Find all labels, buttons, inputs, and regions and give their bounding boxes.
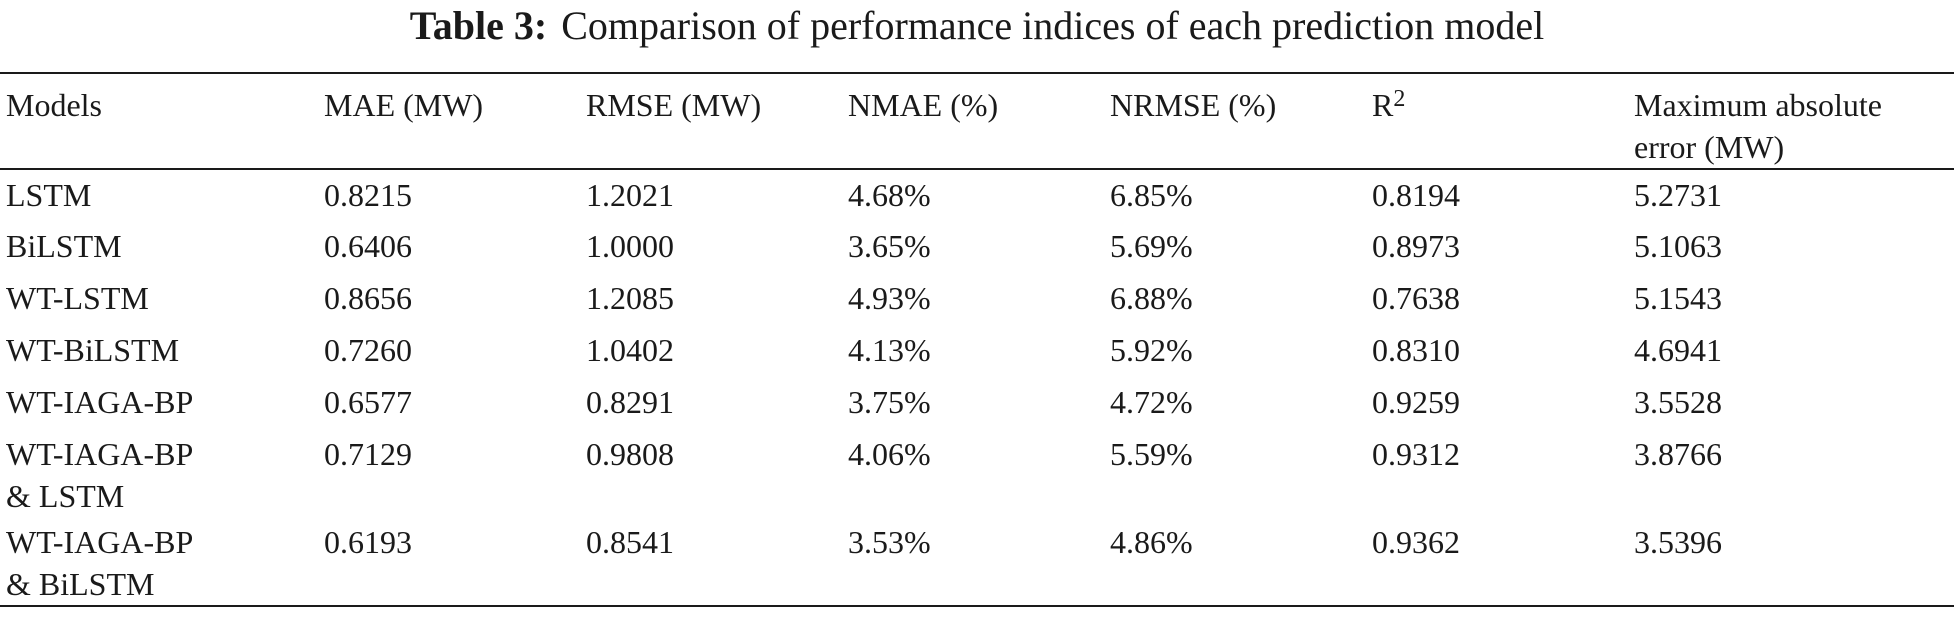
cell-nrmse: 6.88% <box>1110 280 1193 316</box>
header-mae: MAE (MW) <box>324 87 484 123</box>
cell-mae: 0.7129 <box>324 436 412 472</box>
cell-nmae: 3.75% <box>848 384 931 420</box>
header-row: Models MAE (MW) RMSE (MW) NMAE (%) NRMSE… <box>0 73 1954 169</box>
cell-nrmse: 5.92% <box>1110 332 1193 368</box>
header-nrmse: NRMSE (%) <box>1110 87 1277 123</box>
model-name-line1: LSTM <box>6 177 92 213</box>
cell-rmse: 1.0402 <box>586 332 674 368</box>
cell-model: WT-IAGA-BP & LSTM <box>0 429 318 517</box>
header-r-squared-base: R <box>1372 87 1394 123</box>
cell-rmse: 0.8291 <box>586 384 674 420</box>
model-name-line1: WT-BiLSTM <box>6 332 180 368</box>
model-name-line1: WT-IAGA-BP <box>6 384 194 420</box>
cell-nmae: 4.68% <box>848 177 931 213</box>
table-row: WT-IAGA-BP & LSTM 0.7129 0.9808 4.06% 5.5… <box>0 429 1954 517</box>
header-max-abs-error-line1: Maximum absolute <box>1634 87 1882 123</box>
header-nmae: NMAE (%) <box>848 87 999 123</box>
table-caption-text: Comparison of performance indices of eac… <box>561 3 1545 48</box>
cell-max-abs-error: 5.1063 <box>1634 228 1722 264</box>
cell-rmse: 0.9808 <box>586 436 674 472</box>
cell-model: WT-BiLSTM <box>0 325 318 377</box>
cell-r-squared: 0.8310 <box>1372 332 1460 368</box>
cell-max-abs-error: 3.5528 <box>1634 384 1722 420</box>
performance-table: Models MAE (MW) RMSE (MW) NMAE (%) NRMSE… <box>0 72 1954 607</box>
cell-model: WT-IAGA-BP & BiLSTM <box>0 517 318 606</box>
cell-max-abs-error: 3.8766 <box>1634 436 1722 472</box>
cell-rmse: 0.8541 <box>586 524 674 560</box>
table-row: WT-LSTM 0.8656 1.2085 4.93% 6.88% 0.7638… <box>0 273 1954 325</box>
model-name-line2: & BiLSTM <box>6 566 155 602</box>
cell-r-squared: 0.8194 <box>1372 177 1460 213</box>
table-header: Models MAE (MW) RMSE (MW) NMAE (%) NRMSE… <box>0 73 1954 169</box>
cell-mae: 0.6577 <box>324 384 412 420</box>
cell-r-squared: 0.9312 <box>1372 436 1460 472</box>
header-max-abs-error: Maximum absolute error (MW) <box>1628 73 1954 169</box>
cell-mae: 0.8215 <box>324 177 412 213</box>
header-models: Models <box>6 87 102 123</box>
cell-nrmse: 6.85% <box>1110 177 1193 213</box>
cell-mae: 0.7260 <box>324 332 412 368</box>
header-r-squared: R2 <box>1366 73 1628 169</box>
cell-mae: 0.8656 <box>324 280 412 316</box>
model-name-line1: BiLSTM <box>6 228 122 264</box>
cell-max-abs-error: 5.1543 <box>1634 280 1722 316</box>
cell-nrmse: 5.69% <box>1110 228 1193 264</box>
cell-model: WT-IAGA-BP <box>0 377 318 429</box>
cell-r-squared: 0.9259 <box>1372 384 1460 420</box>
cell-rmse: 1.0000 <box>586 228 674 264</box>
cell-mae: 0.6406 <box>324 228 412 264</box>
cell-model: LSTM <box>0 169 318 221</box>
cell-nrmse: 4.86% <box>1110 524 1193 560</box>
header-rmse: RMSE (MW) <box>586 87 762 123</box>
cell-r-squared: 0.8973 <box>1372 228 1460 264</box>
cell-max-abs-error: 5.2731 <box>1634 177 1722 213</box>
table-row: WT-BiLSTM 0.7260 1.0402 4.13% 5.92% 0.83… <box>0 325 1954 377</box>
header-r-squared-superscript: 2 <box>1393 86 1406 112</box>
cell-r-squared: 0.7638 <box>1372 280 1460 316</box>
header-max-abs-error-line2: error (MW) <box>1634 129 1785 165</box>
cell-model: BiLSTM <box>0 221 318 273</box>
cell-nmae: 3.53% <box>848 524 931 560</box>
cell-nmae: 4.06% <box>848 436 931 472</box>
cell-nmae: 4.93% <box>848 280 931 316</box>
table-row: WT-IAGA-BP 0.6577 0.8291 3.75% 4.72% 0.9… <box>0 377 1954 429</box>
table-caption-label: Table 3: <box>409 3 548 48</box>
model-name-line2: & LSTM <box>6 478 125 514</box>
cell-nmae: 3.65% <box>848 228 931 264</box>
table-caption: Table 3: Comparison of performance indice… <box>0 0 1954 56</box>
table-row: BiLSTM 0.6406 1.0000 3.65% 5.69% 0.8973 … <box>0 221 1954 273</box>
table-row: LSTM 0.8215 1.2021 4.68% 6.85% 0.8194 5.… <box>0 169 1954 221</box>
cell-max-abs-error: 4.6941 <box>1634 332 1722 368</box>
table-body: LSTM 0.8215 1.2021 4.68% 6.85% 0.8194 5.… <box>0 169 1954 606</box>
model-name-line1: WT-IAGA-BP <box>6 524 194 560</box>
model-name-line1: WT-IAGA-BP <box>6 436 194 472</box>
cell-r-squared: 0.9362 <box>1372 524 1460 560</box>
cell-mae: 0.6193 <box>324 524 412 560</box>
cell-max-abs-error: 3.5396 <box>1634 524 1722 560</box>
cell-nmae: 4.13% <box>848 332 931 368</box>
cell-model: WT-LSTM <box>0 273 318 325</box>
cell-nrmse: 5.59% <box>1110 436 1193 472</box>
cell-rmse: 1.2021 <box>586 177 674 213</box>
model-name-line1: WT-LSTM <box>6 280 149 316</box>
cell-nrmse: 4.72% <box>1110 384 1193 420</box>
table-row: WT-IAGA-BP & BiLSTM 0.6193 0.8541 3.53% 4… <box>0 517 1954 606</box>
cell-rmse: 1.2085 <box>586 280 674 316</box>
